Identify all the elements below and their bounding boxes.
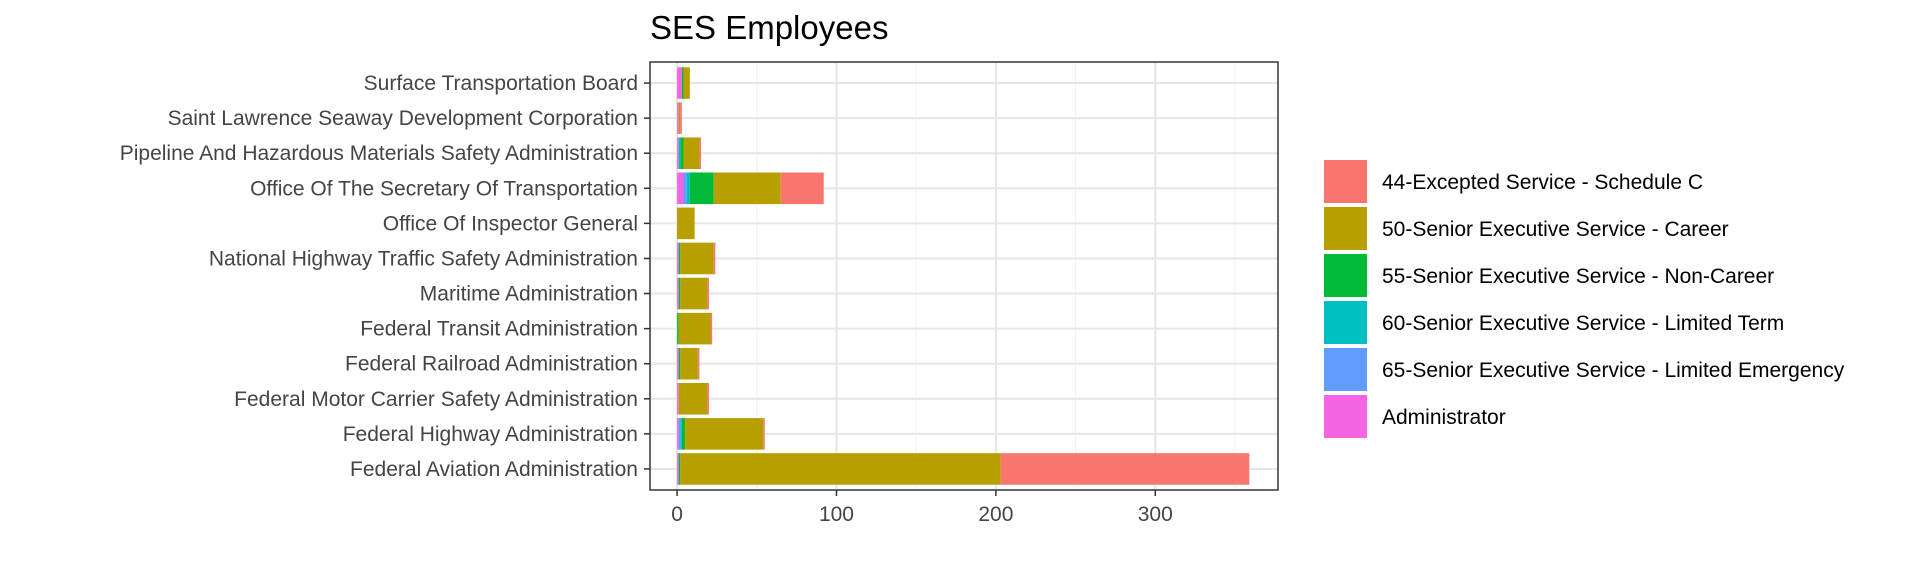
bar-segment xyxy=(710,312,713,345)
bar-segment xyxy=(678,277,681,310)
x-tick-label: 200 xyxy=(978,503,1013,526)
legend-key xyxy=(1324,348,1367,391)
legend-key xyxy=(1324,395,1367,438)
y-tick-label: Federal Motor Carrier Safety Administrat… xyxy=(234,388,638,411)
bar-segment xyxy=(681,418,686,450)
y-tick-label: Office Of Inspector General xyxy=(383,212,638,235)
bar-segment xyxy=(713,172,781,205)
bar-segment xyxy=(680,347,698,380)
bar-segment xyxy=(677,102,679,134)
y-tick-label: Pipeline And Hazardous Materials Safety … xyxy=(120,142,638,165)
bar-segment xyxy=(677,418,679,450)
bar-segment xyxy=(678,453,681,485)
bar-segment xyxy=(677,137,679,169)
y-tick-label: Surface Transportation Board xyxy=(364,72,638,95)
bar-segment xyxy=(680,453,1001,485)
bar-segment xyxy=(680,418,682,450)
bar-segment xyxy=(683,172,687,205)
bar-segment xyxy=(683,137,700,169)
bar-segment xyxy=(763,418,765,450)
bar-segment xyxy=(677,67,682,99)
y-tick-label: Federal Railroad Administration xyxy=(345,353,638,376)
legend-key xyxy=(1324,160,1367,203)
bar-segment xyxy=(680,242,714,275)
x-tick-label: 100 xyxy=(819,503,854,526)
bar-segment xyxy=(677,453,679,485)
bar-segment xyxy=(697,347,700,380)
bar-segment xyxy=(780,172,824,205)
bar-segment xyxy=(678,418,681,450)
y-tick-label: Saint Lawrence Seaway Development Corpor… xyxy=(168,107,638,130)
bar-segment xyxy=(1000,453,1250,485)
bar-segment xyxy=(707,277,709,310)
bar-segment xyxy=(678,347,681,380)
legend-label: 60-Senior Executive Service - Limited Te… xyxy=(1382,312,1784,335)
bar-segment xyxy=(707,383,709,415)
bar-segment xyxy=(680,102,682,134)
bar-segment xyxy=(689,172,714,205)
bar-segment xyxy=(677,242,679,275)
bar-segment xyxy=(686,172,690,205)
legend: 44-Excepted Service - Schedule C 50-Senio… xyxy=(1324,160,1845,438)
bar-segment xyxy=(678,102,681,134)
legend-key xyxy=(1324,301,1367,344)
y-tick-label: Office Of The Secretary Of Transportatio… xyxy=(250,177,638,200)
y-tick-label: Federal Aviation Administration xyxy=(350,458,638,481)
bar-segment xyxy=(681,67,684,99)
bar-segment xyxy=(678,242,681,275)
bar-segment xyxy=(713,242,716,275)
bar-segment xyxy=(678,383,708,415)
bar-segment xyxy=(677,312,679,345)
legend-label: Administrator xyxy=(1382,406,1506,429)
y-tick-label: Maritime Administration xyxy=(420,283,638,306)
chart-title: SES Employees xyxy=(650,9,888,46)
bar-segment xyxy=(680,277,708,310)
bar-segment xyxy=(677,172,684,205)
bar-segment xyxy=(680,137,684,169)
bar-segment xyxy=(677,277,679,310)
y-tick-label: National Highway Traffic Safety Administ… xyxy=(209,247,638,270)
y-tick-label: Federal Transit Administration xyxy=(360,318,638,341)
plot-border xyxy=(649,61,1279,491)
legend-label: 50-Senior Executive Service - Career xyxy=(1382,218,1729,241)
bar-segment xyxy=(677,347,679,380)
bar-segment xyxy=(683,67,690,99)
legend-label: 44-Excepted Service - Schedule C xyxy=(1382,171,1703,194)
x-tick-label: 300 xyxy=(1138,503,1173,526)
plot-area: Surface Transportation Board Saint Lawren… xyxy=(120,61,1279,526)
bar-segment xyxy=(678,137,681,169)
legend-label: 65-Senior Executive Service - Limited Em… xyxy=(1382,359,1845,382)
legend-key xyxy=(1324,254,1367,297)
bar-segment xyxy=(699,137,702,169)
y-tick-label: Federal Highway Administration xyxy=(343,423,638,446)
x-tick-label: 0 xyxy=(671,503,683,526)
legend-key xyxy=(1324,207,1367,250)
bar-segment xyxy=(685,418,764,450)
legend-label: 55-Senior Executive Service - Non-Career xyxy=(1382,265,1774,288)
bar-segment xyxy=(677,383,679,415)
bar-segment xyxy=(677,207,695,240)
bar-segment xyxy=(678,312,711,345)
